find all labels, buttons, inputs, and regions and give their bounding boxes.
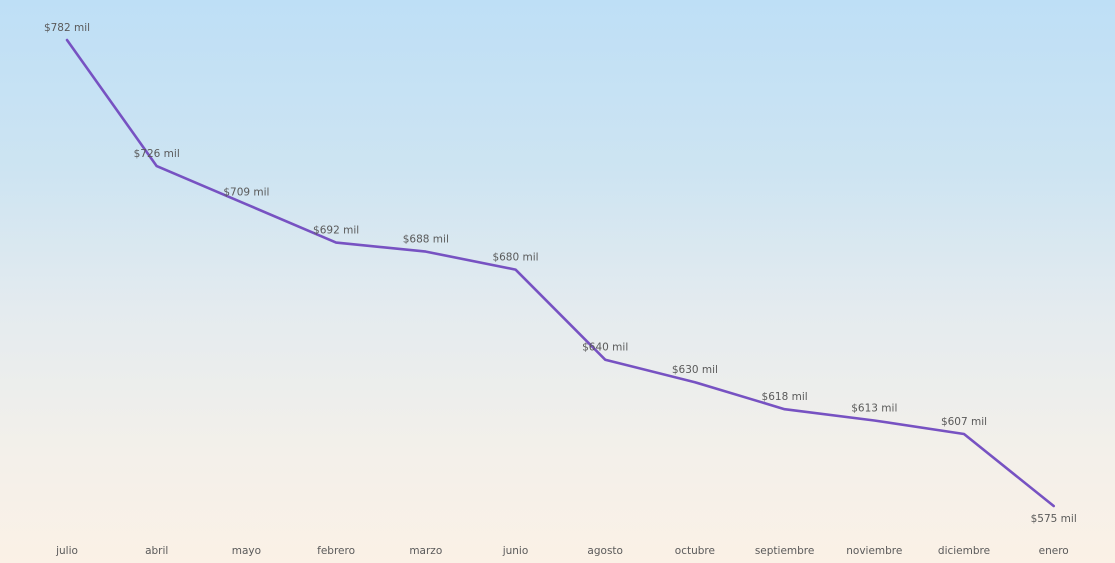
x-tick-label: marzo xyxy=(409,545,442,557)
data-label: $575 mil xyxy=(1031,513,1077,525)
x-tick-label: enero xyxy=(1039,545,1069,557)
data-point[interactable] xyxy=(153,162,161,170)
x-tick-label: julio xyxy=(55,545,78,557)
data-point[interactable] xyxy=(781,405,789,413)
data-point[interactable] xyxy=(691,378,699,386)
data-label: $709 mil xyxy=(223,186,269,198)
x-tick-label: febrero xyxy=(317,545,355,557)
data-point[interactable] xyxy=(422,248,430,256)
data-label: $782 mil xyxy=(44,22,90,34)
data-label: $726 mil xyxy=(134,148,180,160)
data-point[interactable] xyxy=(63,36,71,44)
data-point[interactable] xyxy=(332,239,340,247)
series-line xyxy=(65,38,1055,508)
data-label-layer: $782 mil $726 mil $709 mil $692 mil $688 mil… xyxy=(44,22,1077,525)
data-label: $613 mil xyxy=(851,402,897,414)
data-label: $618 mil xyxy=(762,391,808,403)
data-point[interactable] xyxy=(960,430,968,438)
data-point[interactable] xyxy=(870,416,878,424)
data-point[interactable] xyxy=(601,356,609,364)
line-layer xyxy=(63,36,1058,510)
data-label: $692 mil xyxy=(313,225,359,237)
x-axis: julio abril mayo febrero marzo junio agosto oct… xyxy=(55,545,1069,557)
data-label: $630 mil xyxy=(672,364,718,376)
x-tick-label: noviembre xyxy=(846,545,902,557)
data-label: $640 mil xyxy=(582,342,628,354)
data-label: $680 mil xyxy=(492,252,538,264)
data-label: $607 mil xyxy=(941,416,987,428)
data-label: $688 mil xyxy=(403,234,449,246)
x-tick-label: septiembre xyxy=(755,545,815,557)
data-point[interactable] xyxy=(242,200,250,208)
x-tick-label: agosto xyxy=(587,545,623,557)
x-tick-label: abril xyxy=(145,545,168,557)
x-tick-label: mayo xyxy=(232,545,261,557)
x-tick-label: octubre xyxy=(675,545,715,557)
x-tick-label: junio xyxy=(502,545,529,557)
data-point[interactable] xyxy=(512,266,520,274)
x-tick-label: diciembre xyxy=(938,545,990,557)
data-point[interactable] xyxy=(1050,502,1058,510)
